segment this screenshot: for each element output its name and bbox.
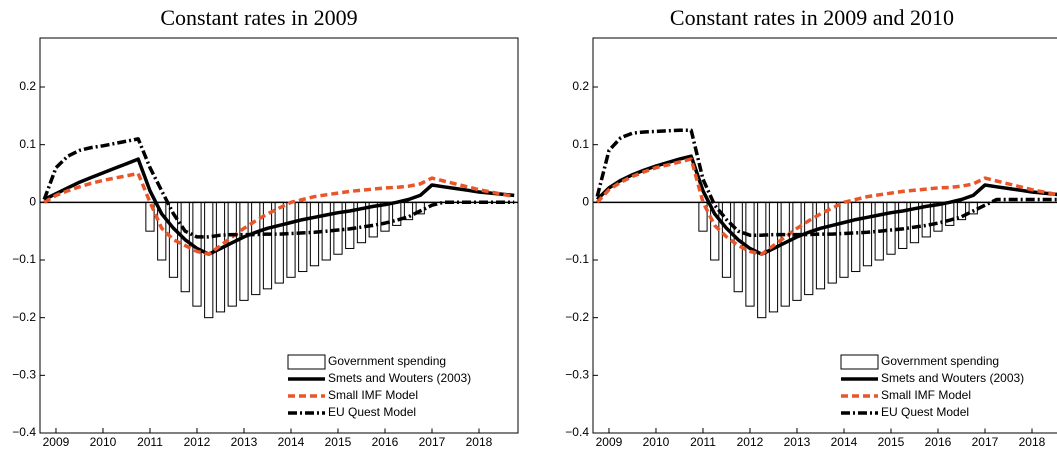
- bar: [274, 201, 284, 284]
- series-line: [595, 154, 1057, 256]
- chart: Constant rates in 2009 and 2010 −0.4 −0.3 −…: [565, 5, 1057, 449]
- legend-label: EU Quest Model: [328, 405, 416, 419]
- x-tick-label: 2016: [372, 435, 399, 449]
- plot-frame: [592, 37, 1057, 434]
- y-tick-label: −0.2: [565, 310, 589, 324]
- y-tick-label: 0.2: [19, 79, 36, 93]
- series-line: [595, 157, 1057, 256]
- bar: [745, 201, 755, 307]
- series-line: [42, 137, 515, 239]
- bar: [286, 201, 296, 278]
- y-tick-label: −0.1: [565, 252, 589, 266]
- legend-label: EU Quest Model: [881, 405, 969, 419]
- x-tick-label: 2015: [878, 435, 905, 449]
- bar: [804, 201, 814, 296]
- bar: [768, 201, 779, 313]
- x-tick-label: 2017: [972, 435, 999, 449]
- bar: [757, 201, 767, 319]
- legend-swatch: [840, 354, 879, 370]
- y-tick-label: 0: [29, 195, 36, 209]
- x-tick-label: 2014: [278, 435, 305, 449]
- x-tick-label: 2010: [643, 435, 670, 449]
- y-tick-label: −0.4: [565, 425, 589, 439]
- bar: [309, 201, 320, 267]
- bar: [215, 201, 226, 313]
- bar: [251, 201, 261, 296]
- plot-frame: [39, 37, 519, 434]
- x-tick-label: 2012: [184, 435, 211, 449]
- legend-label: Small IMF Model: [881, 388, 971, 402]
- x-tick-label: 2012: [737, 435, 764, 449]
- series-line: [595, 128, 1057, 237]
- legend-label: Small IMF Model: [328, 388, 418, 402]
- series-line: [43, 171, 515, 256]
- y-tick-label: −0.3: [565, 368, 589, 382]
- x-tick-label: 2011: [690, 435, 716, 449]
- legend-label: Smets and Wouters (2003): [881, 371, 1024, 385]
- x-tick-label: 2013: [231, 435, 258, 449]
- bar: [192, 201, 202, 307]
- chart-title: Constant rates in 2009: [160, 5, 357, 30]
- chart: Constant rates in 2009 −0.4 −0.3 −0.2 −0.1 0 0…: [12, 5, 519, 449]
- x-tick-label: 2015: [325, 435, 352, 449]
- bar: [839, 201, 849, 278]
- x-tick-label: 2011: [137, 435, 163, 449]
- y-tick-label: −0.2: [12, 310, 36, 324]
- x-tick-label: 2014: [831, 435, 858, 449]
- x-tick-label: 2018: [466, 435, 493, 449]
- chart-title: Constant rates in 2009 and 2010: [670, 5, 954, 30]
- legend-label: Smets and Wouters (2003): [328, 371, 471, 385]
- legend-swatch: [287, 354, 326, 370]
- bar: [239, 201, 249, 301]
- y-tick-label: 0.1: [19, 137, 36, 151]
- y-tick-label: 0.2: [572, 79, 589, 93]
- bar: [827, 201, 837, 284]
- x-tick-label: 2018: [1019, 435, 1046, 449]
- bar: [780, 201, 790, 307]
- bar: [227, 201, 237, 307]
- x-tick-label: 2013: [784, 435, 811, 449]
- x-tick-label: 2009: [596, 435, 623, 449]
- x-tick-label: 2009: [43, 435, 70, 449]
- y-tick-label: −0.1: [12, 252, 36, 266]
- legend-label: Government spending: [328, 354, 446, 368]
- y-tick-label: −0.3: [12, 368, 36, 382]
- x-tick-label: 2016: [925, 435, 952, 449]
- x-tick-label: 2010: [90, 435, 117, 449]
- y-tick-label: −0.4: [12, 425, 36, 439]
- bar: [792, 201, 802, 301]
- x-tick-label: 2017: [419, 435, 446, 449]
- legend-label: Government spending: [881, 354, 999, 368]
- bar: [851, 201, 861, 273]
- y-tick-label: 0: [582, 195, 589, 209]
- series-line: [43, 157, 515, 256]
- bar: [298, 201, 308, 273]
- y-tick-label: 0.1: [572, 137, 589, 151]
- bar: [204, 201, 214, 319]
